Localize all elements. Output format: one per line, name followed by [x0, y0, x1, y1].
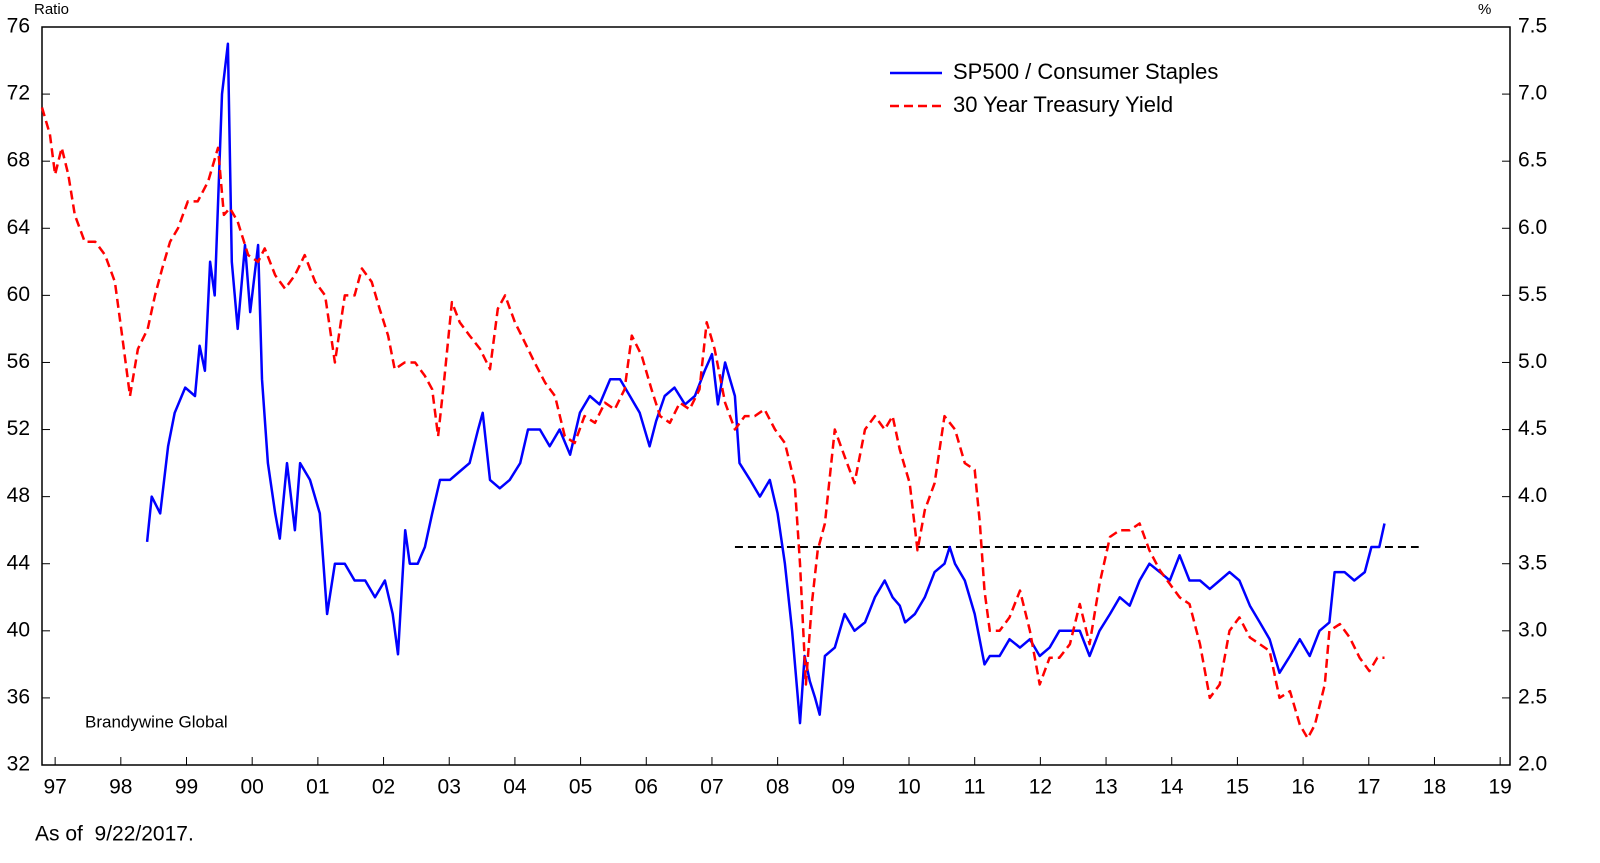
x-tick-label: 13 — [1094, 776, 1117, 799]
y2-tick-label: 7.0 — [1518, 82, 1547, 105]
y2-tick-label: 4.5 — [1518, 417, 1547, 440]
x-tick-label: 02 — [372, 776, 395, 799]
y2-axis-unit: % — [1478, 1, 1491, 18]
y-tick-label: 40 — [7, 618, 30, 641]
y2-tick-label: 4.0 — [1518, 484, 1547, 507]
x-tick-label: 10 — [897, 776, 920, 799]
legend-label: SP500 / Consumer Staples — [953, 59, 1218, 84]
y2-tick-label: 3.0 — [1518, 618, 1547, 641]
y2-tick-label: 6.5 — [1518, 149, 1547, 172]
annotation: Brandywine Global — [85, 712, 228, 731]
y-tick-label: 48 — [7, 484, 30, 507]
x-tick-label: 12 — [1029, 776, 1052, 799]
x-tick-label: 03 — [438, 776, 461, 799]
y-tick-label: 72 — [7, 82, 30, 105]
y-tick-label: 36 — [7, 685, 30, 708]
x-tick-label: 97 — [43, 776, 66, 799]
plot-frame — [41, 26, 1511, 766]
x-tick-label: 05 — [569, 776, 592, 799]
x-tick-label: 09 — [832, 776, 855, 799]
y-tick-label: 60 — [7, 283, 30, 306]
y-tick-label: 32 — [7, 753, 30, 776]
footnote: As of 9/22/2017. — [35, 823, 194, 846]
y2-tick-label: 7.5 — [1518, 15, 1547, 38]
y2-tick-label: 5.5 — [1518, 283, 1547, 306]
y2-tick-label: 6.0 — [1518, 216, 1547, 239]
y2-tick-label: 3.5 — [1518, 551, 1547, 574]
x-tick-label: 17 — [1357, 776, 1380, 799]
x-tick-label: 01 — [306, 776, 329, 799]
x-tick-label: 15 — [1226, 776, 1249, 799]
y-axis-unit: Ratio — [34, 1, 69, 18]
y-tick-label: 76 — [7, 15, 30, 38]
y-tick-label: 44 — [7, 551, 31, 574]
x-tick-label: 11 — [964, 776, 986, 799]
x-tick-label: 16 — [1291, 776, 1314, 799]
x-tick-label: 08 — [766, 776, 789, 799]
x-tick-label: 18 — [1423, 776, 1446, 799]
x-tick-label: 19 — [1488, 776, 1511, 799]
y-tick-label: 56 — [7, 350, 30, 373]
y2-tick-label: 2.5 — [1518, 685, 1547, 708]
series-line — [145, 42, 1386, 725]
x-tick-label: 07 — [700, 776, 723, 799]
x-tick-label: 99 — [175, 776, 198, 799]
y2-tick-label: 5.0 — [1518, 350, 1547, 373]
x-tick-label: 06 — [635, 776, 658, 799]
legend-label: 30 Year Treasury Yield — [953, 92, 1173, 117]
x-tick-label: 98 — [109, 776, 132, 799]
y-tick-label: 52 — [7, 417, 30, 440]
y-tick-label: 68 — [7, 149, 30, 172]
series-line — [40, 107, 1385, 740]
x-tick-label: 00 — [241, 776, 264, 799]
x-tick-label: 04 — [503, 776, 527, 799]
y2-tick-label: 2.0 — [1518, 753, 1547, 776]
y-tick-label: 64 — [7, 216, 31, 239]
x-tick-label: 14 — [1160, 776, 1184, 799]
